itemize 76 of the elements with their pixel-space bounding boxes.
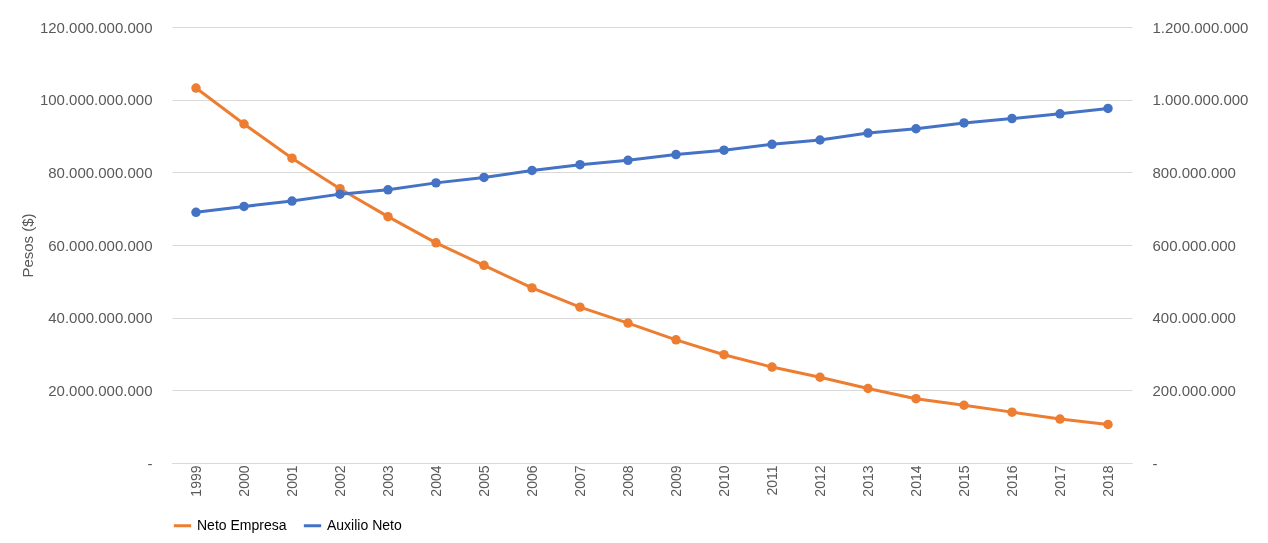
x-tick-label: 2014 bbox=[907, 465, 924, 497]
y-tick-label: 120.000.000.000 bbox=[39, 18, 153, 36]
y2-tick-label: 400.000.000 bbox=[1152, 309, 1236, 327]
x-tick-label: 2016 bbox=[1003, 465, 1020, 497]
point bbox=[911, 124, 921, 134]
point bbox=[383, 211, 393, 222]
point bbox=[863, 383, 873, 394]
point bbox=[191, 207, 201, 218]
point bbox=[239, 119, 249, 129]
x-tick-label: 2000 bbox=[235, 465, 252, 497]
x-tick-label: 2005 bbox=[475, 465, 492, 497]
point bbox=[671, 335, 681, 345]
y-tick-label: 40.000.000.000 bbox=[48, 309, 153, 327]
point bbox=[527, 165, 537, 176]
y2-tick-label: 600.000.000 bbox=[1152, 236, 1236, 254]
point bbox=[911, 393, 921, 404]
point bbox=[575, 159, 585, 170]
x-tick-label: 2009 bbox=[667, 465, 684, 497]
point bbox=[1103, 103, 1113, 114]
point bbox=[479, 260, 489, 271]
point bbox=[815, 372, 825, 382]
x-tick-label: 2002 bbox=[331, 465, 348, 497]
y2-tick-label: 1.200.000.000 bbox=[1152, 18, 1249, 36]
y-tick-label: 80.000.000.000 bbox=[48, 163, 153, 181]
point bbox=[431, 178, 441, 188]
x-tick-label: 2018 bbox=[1099, 465, 1116, 497]
x-tick-label: 2015 bbox=[955, 465, 972, 497]
point bbox=[431, 238, 441, 248]
point bbox=[863, 128, 873, 138]
y-axis-title: Pesos ($) bbox=[18, 213, 36, 278]
point bbox=[575, 302, 585, 312]
y2-tick-label: - bbox=[1152, 454, 1158, 472]
point bbox=[527, 283, 537, 293]
point bbox=[1103, 419, 1113, 430]
x-tick-label: 2013 bbox=[859, 465, 876, 497]
y2-tick-label: 1.000.000.000 bbox=[1152, 91, 1249, 109]
point bbox=[959, 118, 969, 128]
x-tick-label: 2004 bbox=[427, 465, 444, 497]
x-tick-label: 2008 bbox=[619, 465, 636, 497]
y2-tick-label: 200.000.000 bbox=[1152, 381, 1236, 399]
x-tick-label: 2010 bbox=[715, 465, 732, 497]
point bbox=[287, 153, 297, 163]
y-tick-label: 60.000.000.000 bbox=[48, 236, 153, 254]
point bbox=[623, 155, 633, 166]
y2-tick-label: 800.000.000 bbox=[1152, 163, 1236, 181]
x-tick-label: 2003 bbox=[379, 465, 396, 497]
point bbox=[719, 145, 729, 155]
point bbox=[239, 201, 249, 212]
point bbox=[1055, 414, 1065, 424]
y-tick-label: 100.000.000.000 bbox=[39, 91, 153, 109]
point bbox=[959, 400, 969, 410]
x-tick-label: 2017 bbox=[1051, 465, 1068, 497]
x-tick-label: 2007 bbox=[571, 465, 588, 497]
legend-label: Auxilio Neto bbox=[327, 516, 402, 533]
point bbox=[479, 172, 489, 183]
point bbox=[1055, 109, 1065, 119]
x-tick-label: 2006 bbox=[523, 465, 540, 497]
point bbox=[383, 185, 393, 195]
x-tick-label: 1999 bbox=[187, 465, 204, 497]
point bbox=[335, 189, 345, 199]
point bbox=[191, 83, 201, 93]
x-tick-label: 2001 bbox=[283, 465, 300, 497]
point bbox=[719, 349, 729, 360]
legend-label: Neto Empresa bbox=[197, 516, 287, 533]
x-tick-label: 2012 bbox=[811, 465, 828, 497]
point bbox=[623, 318, 633, 328]
point bbox=[815, 135, 825, 145]
point bbox=[1007, 113, 1017, 124]
x-tick-label: 2011 bbox=[763, 465, 780, 496]
point bbox=[671, 149, 681, 160]
point bbox=[287, 196, 297, 206]
point bbox=[767, 139, 777, 150]
point bbox=[767, 362, 777, 372]
y-tick-label: 20.000.000.000 bbox=[48, 381, 153, 399]
point bbox=[1007, 407, 1017, 417]
y-tick-label: - bbox=[147, 454, 153, 472]
